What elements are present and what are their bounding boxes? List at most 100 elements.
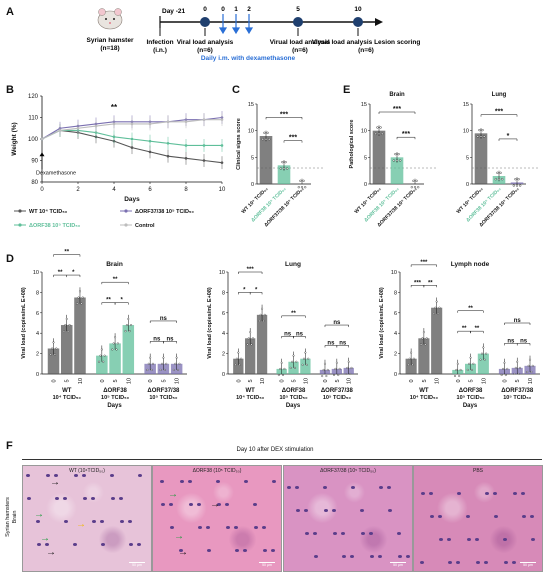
histology-panel-label: PBS xyxy=(472,468,483,474)
D1-sig-bracket xyxy=(101,281,129,285)
D3-point xyxy=(479,358,482,361)
D1-point xyxy=(151,362,154,365)
cell-nucleus xyxy=(513,492,517,495)
cell-nucleus xyxy=(216,480,220,483)
D3-sig-bracket xyxy=(423,285,437,288)
D3-point xyxy=(466,368,469,371)
weight-sig-annotation: ** xyxy=(111,103,118,112)
D3-point xyxy=(456,362,459,365)
D2-point xyxy=(349,373,352,375)
D2-point xyxy=(238,363,241,366)
cell-nucleus xyxy=(54,474,58,477)
cell-nucleus xyxy=(128,520,132,523)
D2-point xyxy=(338,367,341,370)
cell-nucleus xyxy=(170,526,174,529)
E2-y-tick-label: 10 xyxy=(463,129,469,135)
D1-y-tick-label: 6 xyxy=(36,311,39,317)
D2-bar-orf38 xyxy=(300,358,311,374)
D3-point xyxy=(438,306,441,309)
C-point xyxy=(281,161,284,164)
cell-nucleus xyxy=(476,561,480,564)
row-label-species: Syrian hamsters xyxy=(5,497,11,537)
D1-bar-orf38 xyxy=(122,325,135,374)
infection-label: Infection xyxy=(146,39,173,46)
D1-point xyxy=(103,354,106,357)
D1-point xyxy=(163,368,166,371)
weight-point-control xyxy=(148,122,152,126)
cell-nucleus xyxy=(198,526,202,529)
E2-point xyxy=(494,178,497,181)
cell-nucleus xyxy=(110,474,114,477)
D3-sig-label: ** xyxy=(462,326,467,332)
D1-point xyxy=(146,368,149,371)
E1-point xyxy=(376,126,379,129)
D1-y-tick-label: 10 xyxy=(33,270,39,276)
weight-point-control xyxy=(40,137,44,141)
D3-day-tick: 10 xyxy=(481,378,487,384)
panel-label-f: F xyxy=(6,440,13,452)
C-point xyxy=(299,179,302,182)
C-y-tick-label: 15 xyxy=(248,102,254,108)
histology-panel-label: WT (10⁴TCID₅₀) xyxy=(69,468,105,474)
D3-point xyxy=(437,312,440,315)
D2-sig-label: ** xyxy=(291,311,296,317)
cell-nucleus xyxy=(101,543,105,546)
D3-group-label: WT xyxy=(419,388,429,394)
histology-title: Day 10 after DEX stimulation xyxy=(236,447,314,453)
annotation-arrow: → xyxy=(76,519,86,530)
cell-nucleus xyxy=(466,515,470,518)
D3-point xyxy=(412,357,415,360)
weight-point-control xyxy=(58,129,62,132)
D2-point xyxy=(279,367,282,370)
D2-title: Lung xyxy=(285,261,301,268)
D3-sig-label: ns xyxy=(507,338,515,344)
D2-day-tick: 10 xyxy=(260,378,266,384)
D2-point xyxy=(263,313,266,316)
weight-x-tick-label: 4 xyxy=(112,187,116,193)
D2-bar-wt xyxy=(245,338,256,374)
C-sig-bracket xyxy=(265,117,303,120)
E2-point xyxy=(497,178,501,181)
E2-bar xyxy=(474,133,488,184)
weight-y-tick-label: 120 xyxy=(28,94,39,100)
day-start-label: Day -21 xyxy=(162,8,186,15)
weight-point-orf38 xyxy=(94,131,98,134)
E1-y-tick-label: 0 xyxy=(364,182,367,188)
E2-sig-bracket xyxy=(480,114,518,117)
D3-point xyxy=(468,362,471,365)
weight-point-control xyxy=(130,122,134,126)
D1-point xyxy=(98,360,101,363)
weight-x-tick-label: 2 xyxy=(76,187,80,193)
D3-point xyxy=(504,374,507,376)
cell-nucleus xyxy=(484,561,488,564)
D3-day-tick: 5 xyxy=(469,379,475,382)
D3-point xyxy=(527,364,530,367)
D2-point xyxy=(293,366,296,369)
annotation-arrow: → xyxy=(210,499,220,510)
cell-nucleus xyxy=(37,543,41,546)
E2-point xyxy=(517,178,520,181)
D3-sig-label: ** xyxy=(468,306,473,312)
D1-y-tick-label: 0 xyxy=(36,372,39,378)
cell-nucleus xyxy=(253,503,257,506)
E1-y-tick-label: 5 xyxy=(364,155,367,161)
D2-sig-bracket xyxy=(324,324,349,328)
cell-nucleus xyxy=(74,474,78,477)
D2-point xyxy=(347,360,350,363)
weight-point-wt xyxy=(148,150,152,154)
D2-sig-label: ns xyxy=(296,331,304,337)
D2-point xyxy=(259,313,262,316)
E1-sig-bracket xyxy=(378,111,416,114)
cell-nucleus xyxy=(45,543,49,546)
D1-point xyxy=(127,317,130,320)
C-point xyxy=(297,186,300,189)
D3-day-tick: 0 xyxy=(409,379,415,382)
D3-day-tick: 0 xyxy=(456,379,462,382)
D3-sig-bracket xyxy=(470,330,484,334)
C-y-tick-label: 10 xyxy=(248,129,254,135)
E2-point xyxy=(479,135,483,138)
D3-bar-wt xyxy=(431,307,443,374)
D3-group-label: ΔORF37/38 xyxy=(501,388,534,394)
D1-sig-label: ns xyxy=(153,336,161,342)
D1-sig-label: ** xyxy=(58,270,63,276)
